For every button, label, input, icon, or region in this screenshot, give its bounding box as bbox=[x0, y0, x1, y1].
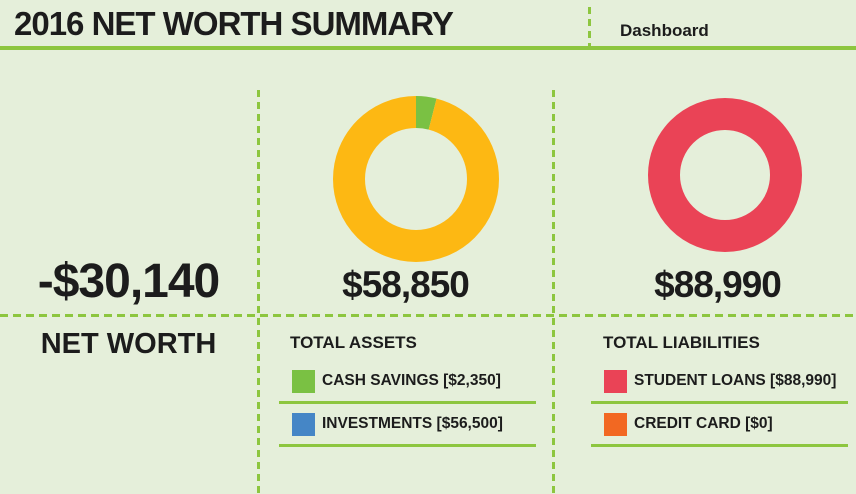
legend-label: CREDIT CARD [$0] bbox=[634, 415, 773, 432]
summary-divider bbox=[0, 314, 856, 317]
credit-card-swatch bbox=[604, 412, 627, 436]
column-divider-left bbox=[257, 90, 260, 494]
legend-item-investments: INVESTMENTS [$56,500] bbox=[279, 404, 536, 447]
dashboard-tab-label[interactable]: Dashboard bbox=[620, 21, 709, 40]
legend-label: CASH SAVINGS [$2,350] bbox=[322, 372, 501, 389]
legend-item-cash-savings: CASH SAVINGS [$2,350] bbox=[279, 361, 536, 404]
net-worth-label: NET WORTH bbox=[40, 328, 217, 360]
cash-savings-swatch bbox=[292, 369, 315, 393]
student-loans-swatch bbox=[604, 369, 627, 393]
column-divider-right bbox=[552, 90, 555, 494]
liabilities-donut-chart bbox=[648, 98, 802, 252]
liabilities-heading: TOTAL LIABILITIES bbox=[603, 333, 760, 352]
assets-heading: TOTAL ASSETS bbox=[290, 333, 417, 352]
liabilities-legend: STUDENT LOANS [$88,990] CREDIT CARD [$0] bbox=[591, 361, 848, 447]
legend-item-credit-card: CREDIT CARD [$0] bbox=[591, 404, 848, 447]
assets-legend: CASH SAVINGS [$2,350] INVESTMENTS [$56,5… bbox=[279, 361, 536, 447]
header-rule bbox=[0, 46, 856, 50]
assets-donut-chart bbox=[333, 96, 499, 262]
net-worth-amount: -$30,140 bbox=[37, 255, 221, 308]
page-title: 2016 NET WORTH SUMMARY bbox=[14, 5, 454, 42]
header-dashed-divider bbox=[588, 7, 591, 46]
investments-swatch bbox=[292, 412, 315, 436]
legend-item-student-loans: STUDENT LOANS [$88,990] bbox=[591, 361, 848, 404]
liabilities-total: $88,990 bbox=[654, 264, 782, 305]
legend-label: INVESTMENTS [$56,500] bbox=[322, 415, 503, 432]
assets-total: $58,850 bbox=[342, 264, 470, 305]
legend-label: STUDENT LOANS [$88,990] bbox=[634, 372, 837, 389]
